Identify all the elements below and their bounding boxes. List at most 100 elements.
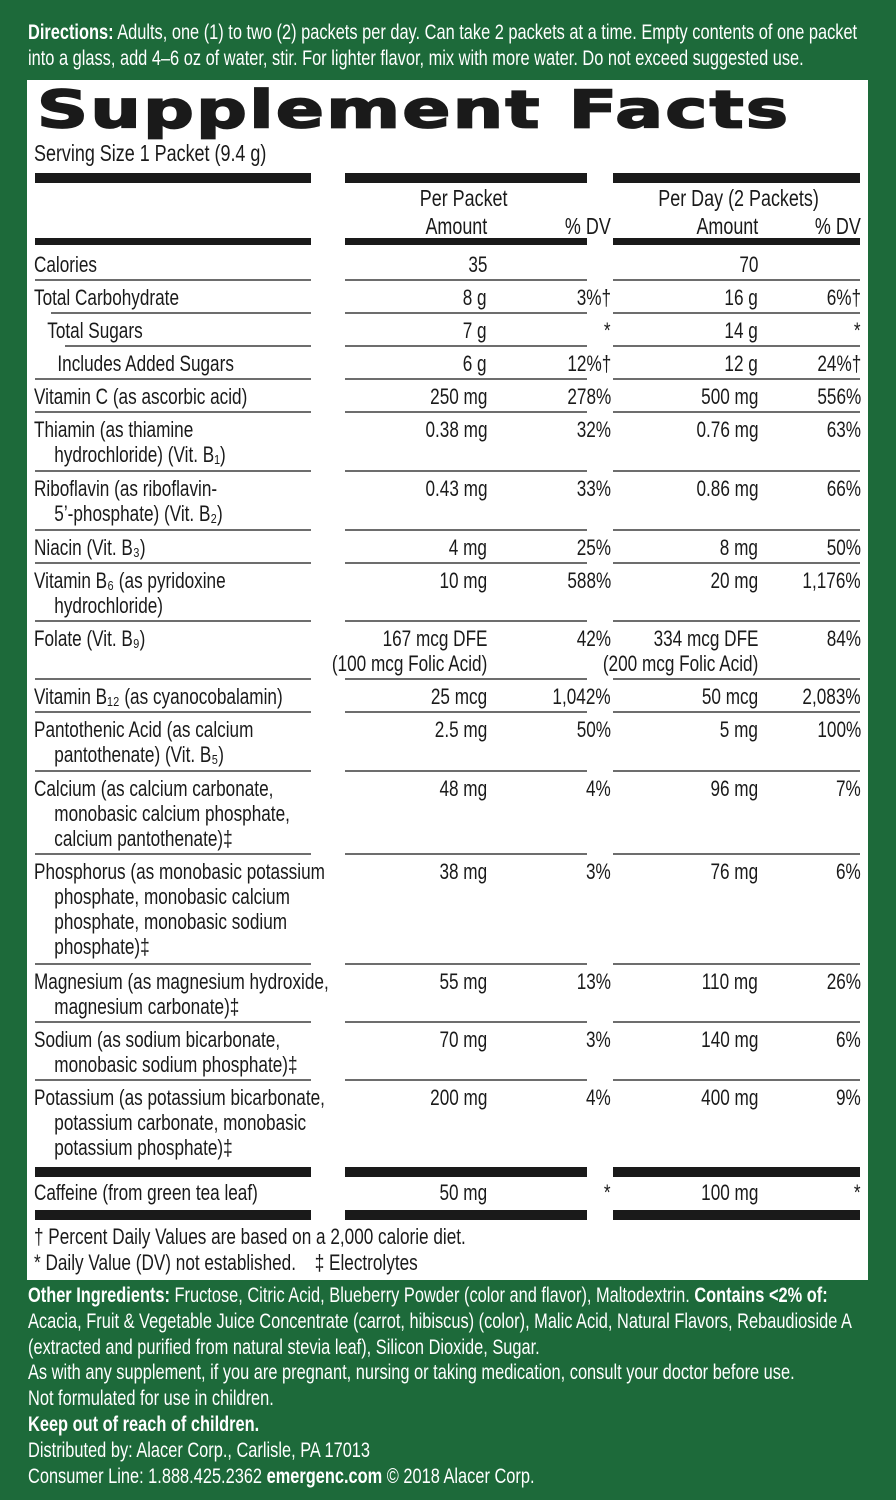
packet-amount: 55 mg: [439, 969, 487, 994]
row-divider: [65, 345, 311, 347]
day-dv: 7%: [836, 776, 861, 801]
row-divider: [35, 529, 311, 531]
nutrient-label: Calories: [34, 252, 97, 277]
day-dv: 100%: [817, 717, 861, 742]
row-divider: [35, 1021, 311, 1023]
website-link[interactable]: emergenc.com: [266, 1464, 383, 1488]
row-divider: [613, 562, 860, 564]
row-divider: [345, 279, 587, 281]
directions-label: Directions:: [28, 21, 114, 44]
day-dv: 9%: [836, 1085, 861, 1110]
packet-amount: 8 g: [463, 285, 487, 310]
nutrient-label: Vitamin B₁₂ (as cyanocobalamin): [34, 684, 283, 709]
nutrient-label: hydrochloride) (Vit. B₁): [54, 442, 226, 467]
row-divider: [613, 678, 860, 680]
packet-amount: 250 mg: [429, 384, 487, 409]
packet-dv: 3%†: [576, 285, 611, 310]
row-divider: [35, 620, 311, 622]
day-amount: 0.76 mg: [695, 417, 758, 442]
day-amount: 8 mg: [719, 535, 758, 560]
day-amount: 20 mg: [710, 568, 758, 593]
divider-bar: [345, 173, 587, 183]
footnote-double-dagger: ‡ Electrolytes: [314, 1250, 418, 1275]
day-amount: 0.86 mg: [695, 476, 758, 501]
day-dv: 6%: [836, 859, 861, 884]
row-divider: [51, 312, 311, 314]
day-dv: 84%: [826, 626, 861, 651]
row-divider: [613, 279, 860, 281]
contains-text: Acacia, Fruit & Vegetable Juice Concentr…: [28, 1309, 852, 1359]
divider-bar: [613, 1210, 860, 1220]
packet-dv: 25%: [576, 535, 611, 560]
packet-dv: 588%: [567, 568, 611, 593]
row-divider: [345, 1079, 587, 1081]
day-amount: 500 mg: [700, 384, 758, 409]
row-divider: [613, 770, 860, 772]
divider-bar: [345, 238, 587, 245]
row-divider: [35, 963, 311, 965]
day-amount: 12 g: [724, 351, 758, 376]
row-divider: [345, 411, 587, 413]
supplement-facts-panel: Supplement Facts Serving Size 1 Packet (…: [27, 79, 868, 1280]
row-divider: [35, 770, 311, 772]
day-dv: 26%: [826, 969, 861, 994]
divider-bar: [35, 1210, 311, 1220]
row-divider: [345, 562, 587, 564]
header-per-day: Per Day (2 Packets): [658, 185, 819, 211]
row-divider: [35, 279, 311, 281]
nutrient-label: pantothenate) (Vit. B₅): [54, 742, 225, 767]
divider-bar: [35, 238, 311, 245]
day-dv: 556%: [817, 384, 861, 409]
serving-size: Serving Size 1 Packet (9.4 g): [34, 140, 267, 166]
row-divider: [35, 378, 311, 380]
packet-amount: 4 mg: [448, 535, 487, 560]
nutrient-label: phosphate)‡: [54, 934, 150, 959]
nutrient-label: Pantothenic Acid (as calcium: [34, 717, 254, 742]
day-dv: 1,176%: [802, 568, 861, 593]
directions-text: Directions: Adults, one (1) to two (2) p…: [28, 20, 870, 72]
day-amount: 110 mg: [702, 969, 758, 994]
row-divider: [35, 411, 311, 413]
nutrient-label: monobasic sodium phosphate)‡: [54, 1052, 298, 1077]
row-divider: [613, 1079, 860, 1081]
nutrient-label: Riboflavin (as riboflavin-: [34, 476, 218, 501]
row-divider: [345, 312, 587, 314]
packet-dv: *: [604, 1180, 611, 1205]
day-amount: 5 mg: [719, 717, 758, 742]
header-per-packet: Per Packet: [419, 185, 507, 211]
row-divider: [345, 470, 587, 472]
packet-amount: 0.43 mg: [424, 476, 487, 501]
distributor: Distributed by: Alacer Corp., Carlisle, …: [28, 1438, 371, 1462]
nutrient-label: Vitamin C (as ascorbic acid): [34, 384, 248, 409]
row-divider: [345, 678, 587, 680]
divider-bar: [35, 173, 311, 183]
day-amount: 14 g: [724, 318, 758, 343]
day-amount: 16 g: [724, 285, 758, 310]
day-amount: 70: [738, 252, 758, 277]
packet-amount-detail: (100 mcg Folic Acid): [331, 651, 487, 676]
packet-amount: 6 g: [463, 351, 487, 376]
row-divider: [35, 711, 311, 713]
footnote-dagger: † Percent Daily Values are based on a 2,…: [34, 1224, 466, 1249]
row-divider: [35, 1079, 311, 1081]
row-divider: [35, 470, 311, 472]
row-divider: [345, 770, 587, 772]
packet-amount: 48 mg: [439, 776, 487, 801]
row-divider: [345, 345, 587, 347]
packet-amount: 7 g: [463, 318, 487, 343]
nutrient-label: Total Sugars: [47, 318, 143, 343]
row-divider: [345, 711, 587, 713]
row-divider: [345, 378, 587, 380]
day-dv: 24%†: [817, 351, 861, 376]
packet-dv: *: [604, 318, 611, 343]
packet-amount: 2.5 mg: [434, 717, 487, 742]
row-divider: [345, 963, 587, 965]
day-dv: 63%: [826, 417, 861, 442]
packet-amount: 35: [467, 252, 487, 277]
packet-amount: 167 mcg DFE: [382, 626, 487, 651]
nutrient-label: calcium pantothenate)‡: [54, 826, 233, 851]
packet-amount: 70 mg: [439, 1027, 487, 1052]
day-dv: 2,083%: [802, 684, 861, 709]
directions-body: Adults, one (1) to two (2) packets per d…: [28, 21, 858, 70]
row-divider: [613, 470, 860, 472]
